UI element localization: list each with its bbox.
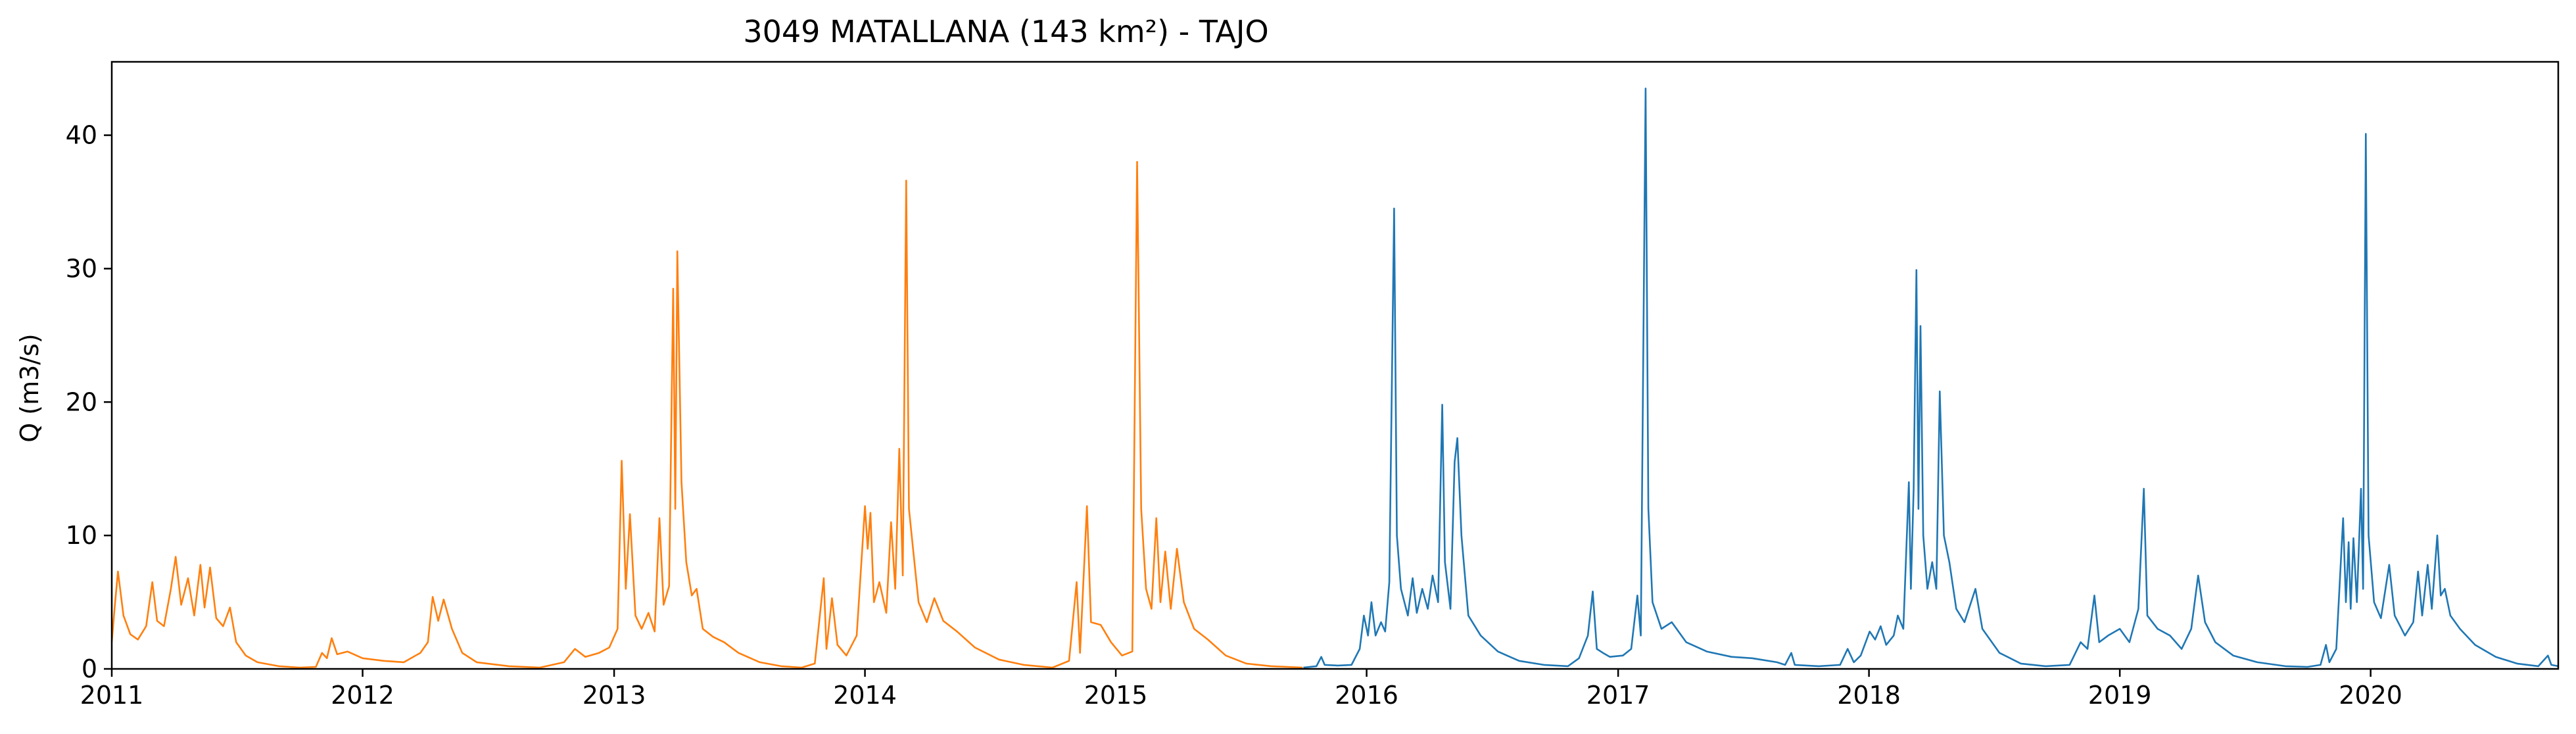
y-tick-label: 10 bbox=[66, 521, 97, 550]
x-tick-label: 2018 bbox=[1837, 681, 1901, 710]
y-axis-ticks: 0 10 20 30 40 bbox=[66, 121, 112, 683]
series-layer bbox=[110, 87, 2559, 669]
y-tick-label: 20 bbox=[66, 387, 97, 416]
x-tick-label: 2019 bbox=[2088, 681, 2152, 710]
y-tick-label: 40 bbox=[66, 121, 97, 150]
x-tick-label: 2016 bbox=[1335, 681, 1398, 710]
x-tick-label: 2017 bbox=[1586, 681, 1650, 710]
x-tick-label: 2015 bbox=[1084, 681, 1148, 710]
y-tick-label: 0 bbox=[82, 654, 97, 683]
x-tick-label: 2020 bbox=[2339, 681, 2402, 710]
plot-area-frame bbox=[110, 61, 2560, 670]
x-tick-label: 2013 bbox=[583, 681, 646, 710]
series-line-1 bbox=[110, 160, 1303, 669]
x-tick-label: 2014 bbox=[833, 681, 897, 710]
series-line-2 bbox=[1303, 87, 2559, 669]
x-axis-ticks: 2011 2012 2013 2014 2015 2016 2017 2018 2019 2020 bbox=[80, 669, 2402, 710]
x-tick-label: 2012 bbox=[331, 681, 394, 710]
y-axis-label: Q (m3/s) bbox=[15, 333, 44, 442]
x-tick-label: 2011 bbox=[80, 681, 144, 710]
chart-title: 3049 MATALLANA (143 km²) - TAJO bbox=[743, 14, 1268, 49]
y-tick-label: 30 bbox=[66, 254, 97, 283]
